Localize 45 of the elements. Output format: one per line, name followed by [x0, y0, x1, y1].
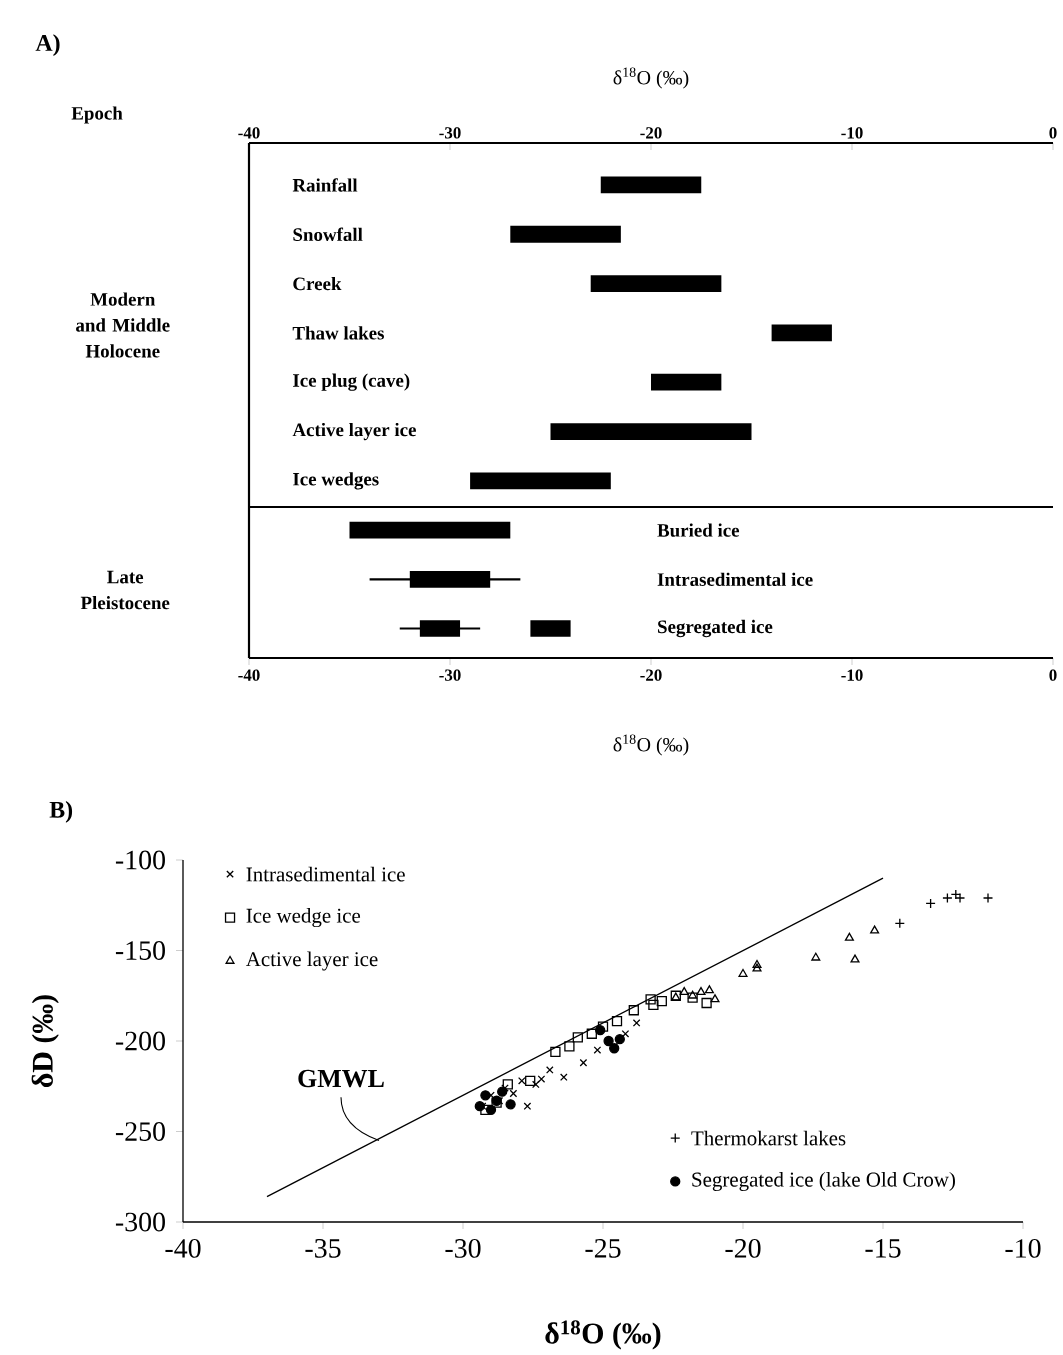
y-tick-label: -250 [115, 1122, 165, 1141]
annotation: GMWL [298, 1069, 384, 1088]
x-axis-title: δ$^{18}$O (‰) [613, 734, 689, 756]
x-axis-title: δ$^{18}$O (‰) [613, 67, 689, 89]
x-tick-label: -20 [640, 669, 662, 681]
x-tick-label: -10 [1005, 1238, 1041, 1258]
legend-label: Thermokarst lakes [691, 1130, 846, 1146]
y-tick-label: Rainfall [292, 178, 358, 192]
y-tick-label: Creek [293, 276, 342, 291]
y-tick-label: -200 [115, 1031, 165, 1051]
x-tick-label: -20 [640, 127, 662, 139]
y-tick-label: Intrasedimental ice [657, 572, 813, 586]
y-tick-label: Snowfall [293, 227, 363, 242]
y-tick-label: Segregated ice [658, 619, 773, 638]
y-axis-title: δD (‰) [31, 995, 59, 1088]
x-tick-label: -25 [585, 1238, 621, 1258]
y-tick-label: Buried ice [657, 523, 740, 537]
x-tick-label: 0 [1049, 127, 1057, 139]
x-tick-label: 0 [1049, 669, 1057, 681]
text: Epoch [71, 106, 123, 124]
x-tick-label: -15 [865, 1239, 901, 1258]
chart-title: B) [49, 801, 73, 823]
x-tick-label: -30 [445, 1238, 481, 1258]
text: A) [35, 34, 60, 56]
x-tick-label: -10 [841, 127, 863, 139]
text: Modern and Middle Holocene [76, 292, 170, 358]
text: Late Pleistocene [80, 570, 170, 610]
legend-label: Segregated ice (lake Old Crow) [692, 1171, 955, 1191]
y-tick-label: Ice wedges [293, 472, 379, 490]
x-tick-label: -30 [439, 127, 461, 139]
x-tick-label: -40 [165, 1238, 201, 1258]
x-tick-label: -30 [439, 669, 461, 681]
x-tick-label: -35 [305, 1238, 341, 1258]
y-tick-label: Ice plug (cave) [293, 373, 410, 391]
x-tick-label: -40 [238, 127, 260, 139]
x-tick-label: -10 [841, 669, 863, 681]
x-tick-label: -20 [725, 1238, 761, 1258]
legend-label: Ice wedge ice [246, 908, 361, 928]
y-tick-label: Active layer ice [292, 422, 416, 441]
y-tick-label: -300 [115, 1212, 165, 1232]
y-tick-label: -150 [115, 941, 165, 960]
y-tick-label: -100 [115, 850, 165, 870]
x-axis-title: δ$^{18}$O (‰) [545, 1320, 661, 1350]
y-tick-label: Thaw lakes [292, 326, 384, 340]
x-tick-label: -40 [238, 669, 260, 681]
